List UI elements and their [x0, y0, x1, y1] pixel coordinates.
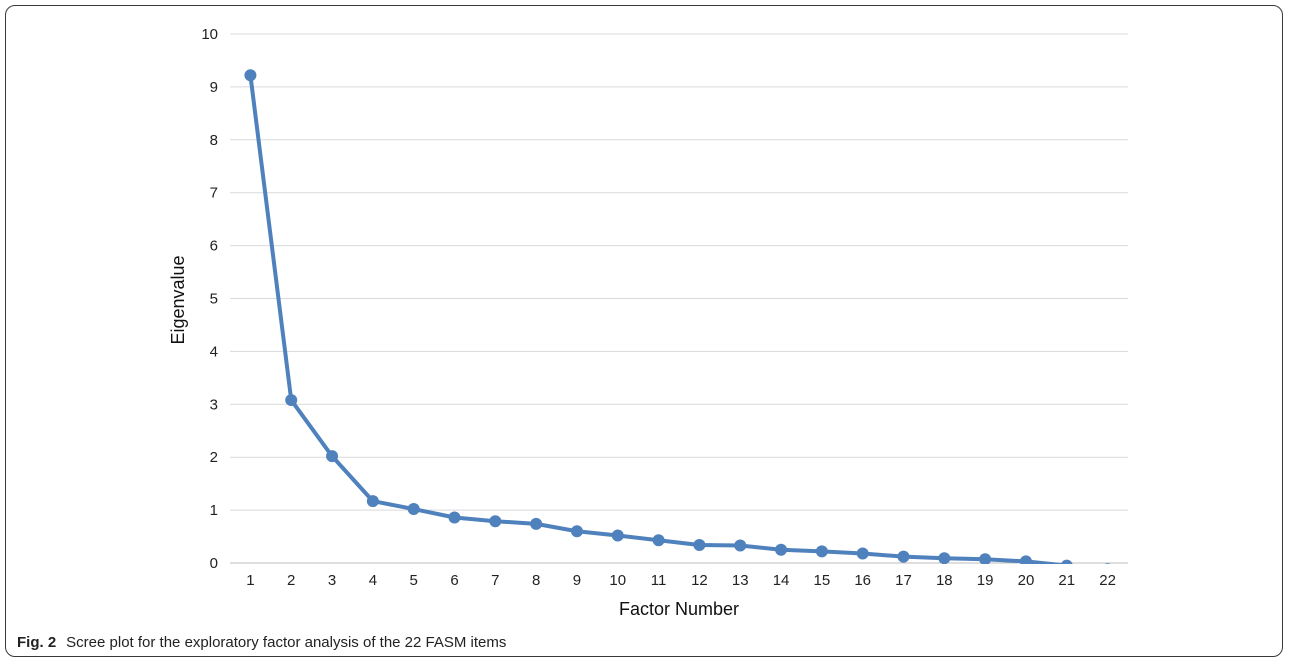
- series-line: [248, 75, 1071, 564]
- y-tick-label: 6: [210, 238, 218, 255]
- x-tick-labels: 1 2 3 4 5 6 7 8 9 10 11 12 13 14 15 16 17 18 19 20 21 22: [246, 572, 1116, 589]
- x-tick-label: 11: [651, 572, 667, 589]
- x-tick-label: 12: [691, 572, 708, 589]
- data-point: [938, 552, 951, 564]
- data-point: [366, 495, 379, 508]
- x-tick-label: 6: [450, 572, 458, 589]
- data-point: [448, 511, 461, 524]
- data-point: [407, 503, 420, 516]
- data-point: [734, 539, 747, 552]
- y-tick-label: 7: [210, 185, 218, 202]
- gridlines: [230, 33, 1128, 564]
- y-tick-labels: 0 1 2 3 4 5 6 7 8 9 10: [201, 26, 218, 572]
- data-point: [652, 534, 665, 547]
- x-tick-label: 13: [732, 572, 749, 589]
- x-tick-label: 9: [573, 572, 581, 589]
- data-point: [856, 547, 869, 560]
- data-point: [489, 515, 502, 528]
- y-tick-label: 10: [201, 26, 218, 43]
- y-tick-label: 2: [210, 449, 218, 466]
- data-point: [815, 545, 828, 558]
- x-tick-label: 16: [854, 572, 871, 589]
- data-point: [1061, 559, 1073, 564]
- data-point: [611, 529, 624, 542]
- figure-frame: [5, 5, 1283, 657]
- x-tick-label: 1: [246, 572, 254, 589]
- x-tick-label: 14: [773, 572, 790, 589]
- data-point: [244, 69, 257, 82]
- x-tick-label: 5: [410, 572, 418, 589]
- y-tick-label: 9: [210, 79, 218, 96]
- data-point: [570, 525, 583, 538]
- data-point: [775, 543, 788, 556]
- data-point: [979, 553, 992, 564]
- data-point: [1104, 563, 1111, 564]
- x-tick-label: 15: [814, 572, 831, 589]
- y-tick-label: 3: [210, 396, 218, 413]
- data-point: [285, 394, 298, 407]
- x-tick-label: 21: [1058, 572, 1075, 589]
- x-tick-label: 18: [936, 572, 953, 589]
- data-point: [897, 550, 910, 563]
- x-tick-label: 19: [977, 572, 994, 589]
- x-tick-label: 8: [532, 572, 540, 589]
- x-tick-label: 10: [609, 572, 626, 589]
- x-tick-label: 22: [1099, 572, 1116, 589]
- x-axis-title: Factor Number: [619, 599, 739, 619]
- x-tick-label: 4: [369, 572, 377, 589]
- x-tick-label: 3: [328, 572, 336, 589]
- figure-caption: Fig. 2 Scree plot for the exploratory fac…: [17, 634, 506, 651]
- y-tick-label: 1: [210, 502, 218, 519]
- y-tick-label: 4: [210, 343, 218, 360]
- data-point: [1019, 555, 1032, 564]
- x-tick-label: 7: [491, 572, 499, 589]
- y-tick-label: 0: [210, 555, 218, 572]
- data-point: [693, 539, 706, 552]
- caption-label: Fig. 2: [17, 634, 57, 651]
- x-tick-label: 20: [1018, 572, 1035, 589]
- y-tick-label: 5: [210, 291, 218, 308]
- y-tick-label: 8: [210, 132, 218, 149]
- data-point: [530, 517, 543, 530]
- x-tick-label: 17: [895, 572, 912, 589]
- series-layer: [244, 69, 1111, 564]
- y-axis-title: Eigenvalue: [168, 255, 188, 344]
- caption-text: Scree plot for the exploratory factor an…: [66, 634, 507, 651]
- data-point: [326, 450, 339, 463]
- x-tick-label: 2: [287, 572, 295, 589]
